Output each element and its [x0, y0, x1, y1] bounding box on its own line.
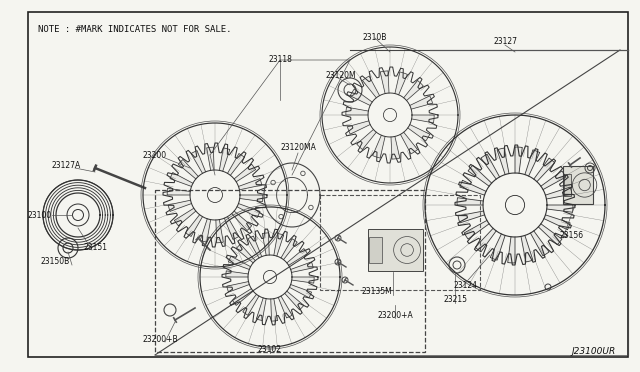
Bar	[367, 229, 422, 271]
Text: NOTE : #MARK INDICATES NOT FOR SALE.: NOTE : #MARK INDICATES NOT FOR SALE.	[38, 25, 232, 34]
Polygon shape	[521, 235, 533, 262]
Polygon shape	[227, 154, 244, 175]
Polygon shape	[515, 147, 522, 173]
Polygon shape	[541, 171, 566, 190]
Polygon shape	[497, 148, 509, 174]
Polygon shape	[289, 285, 312, 298]
Bar	[369, 237, 382, 263]
Polygon shape	[248, 236, 262, 258]
Bar	[563, 166, 593, 204]
Polygon shape	[274, 234, 284, 256]
Polygon shape	[287, 248, 307, 265]
Text: J23100UR: J23100UR	[572, 347, 616, 356]
Polygon shape	[391, 137, 400, 159]
Polygon shape	[179, 160, 198, 179]
Polygon shape	[232, 289, 253, 305]
Polygon shape	[292, 277, 314, 283]
Polygon shape	[356, 129, 376, 150]
Polygon shape	[227, 282, 250, 292]
Polygon shape	[464, 221, 489, 239]
Text: 23120MA: 23120MA	[280, 144, 316, 153]
Polygon shape	[460, 180, 486, 195]
Text: 23215: 23215	[443, 295, 467, 305]
Polygon shape	[350, 89, 372, 105]
Polygon shape	[508, 237, 515, 263]
Polygon shape	[167, 188, 190, 195]
Polygon shape	[239, 179, 262, 190]
Polygon shape	[234, 164, 255, 182]
Polygon shape	[170, 173, 193, 186]
Polygon shape	[200, 219, 211, 242]
Polygon shape	[237, 203, 260, 218]
Polygon shape	[346, 107, 369, 115]
Text: 23127: 23127	[493, 38, 517, 46]
Polygon shape	[476, 228, 496, 252]
Polygon shape	[281, 239, 297, 260]
Polygon shape	[243, 294, 259, 315]
Polygon shape	[401, 132, 417, 154]
Polygon shape	[481, 154, 500, 179]
Polygon shape	[207, 147, 214, 170]
Polygon shape	[380, 71, 389, 93]
Polygon shape	[168, 200, 191, 211]
Text: 23100: 23100	[28, 211, 52, 219]
Polygon shape	[186, 215, 202, 237]
Text: 23127A: 23127A	[52, 160, 81, 170]
Polygon shape	[395, 72, 407, 95]
Text: 23151: 23151	[83, 244, 107, 253]
Polygon shape	[225, 217, 239, 239]
Text: 23156: 23156	[560, 231, 584, 240]
Polygon shape	[534, 158, 555, 182]
Polygon shape	[232, 211, 252, 231]
Text: 23200+B: 23200+B	[142, 336, 178, 344]
Text: 23135M: 23135M	[362, 288, 392, 296]
Bar	[155, 190, 425, 352]
Polygon shape	[547, 205, 573, 212]
Text: 23120M: 23120M	[325, 71, 356, 80]
Polygon shape	[291, 262, 313, 272]
Text: 2310B: 2310B	[363, 33, 387, 42]
Polygon shape	[410, 96, 433, 109]
Polygon shape	[468, 165, 492, 186]
Text: 23200: 23200	[143, 151, 167, 160]
Polygon shape	[545, 187, 572, 199]
Polygon shape	[191, 151, 205, 173]
Polygon shape	[220, 148, 230, 171]
Polygon shape	[240, 195, 263, 202]
Polygon shape	[538, 224, 562, 245]
Text: 23124: 23124	[453, 280, 477, 289]
Text: 23102: 23102	[258, 346, 282, 355]
Polygon shape	[457, 198, 483, 205]
Text: 23150B: 23150B	[40, 257, 70, 266]
Polygon shape	[228, 256, 251, 269]
Polygon shape	[404, 80, 423, 100]
Polygon shape	[531, 231, 549, 256]
Polygon shape	[216, 219, 223, 243]
Polygon shape	[490, 234, 505, 260]
Polygon shape	[226, 271, 248, 277]
Polygon shape	[362, 76, 380, 98]
Polygon shape	[285, 291, 304, 310]
Polygon shape	[348, 121, 370, 134]
Polygon shape	[262, 233, 269, 255]
Polygon shape	[544, 215, 570, 230]
Polygon shape	[458, 211, 484, 223]
Polygon shape	[236, 244, 255, 263]
Polygon shape	[412, 115, 434, 123]
Polygon shape	[372, 135, 385, 158]
Bar	[320, 195, 480, 290]
Polygon shape	[278, 296, 292, 318]
Polygon shape	[257, 298, 266, 321]
Polygon shape	[408, 125, 430, 141]
Bar	[564, 174, 571, 196]
Polygon shape	[271, 299, 278, 321]
Polygon shape	[175, 208, 196, 226]
Text: 23118: 23118	[268, 55, 292, 64]
Text: 23200+A: 23200+A	[377, 311, 413, 320]
Polygon shape	[525, 150, 540, 176]
